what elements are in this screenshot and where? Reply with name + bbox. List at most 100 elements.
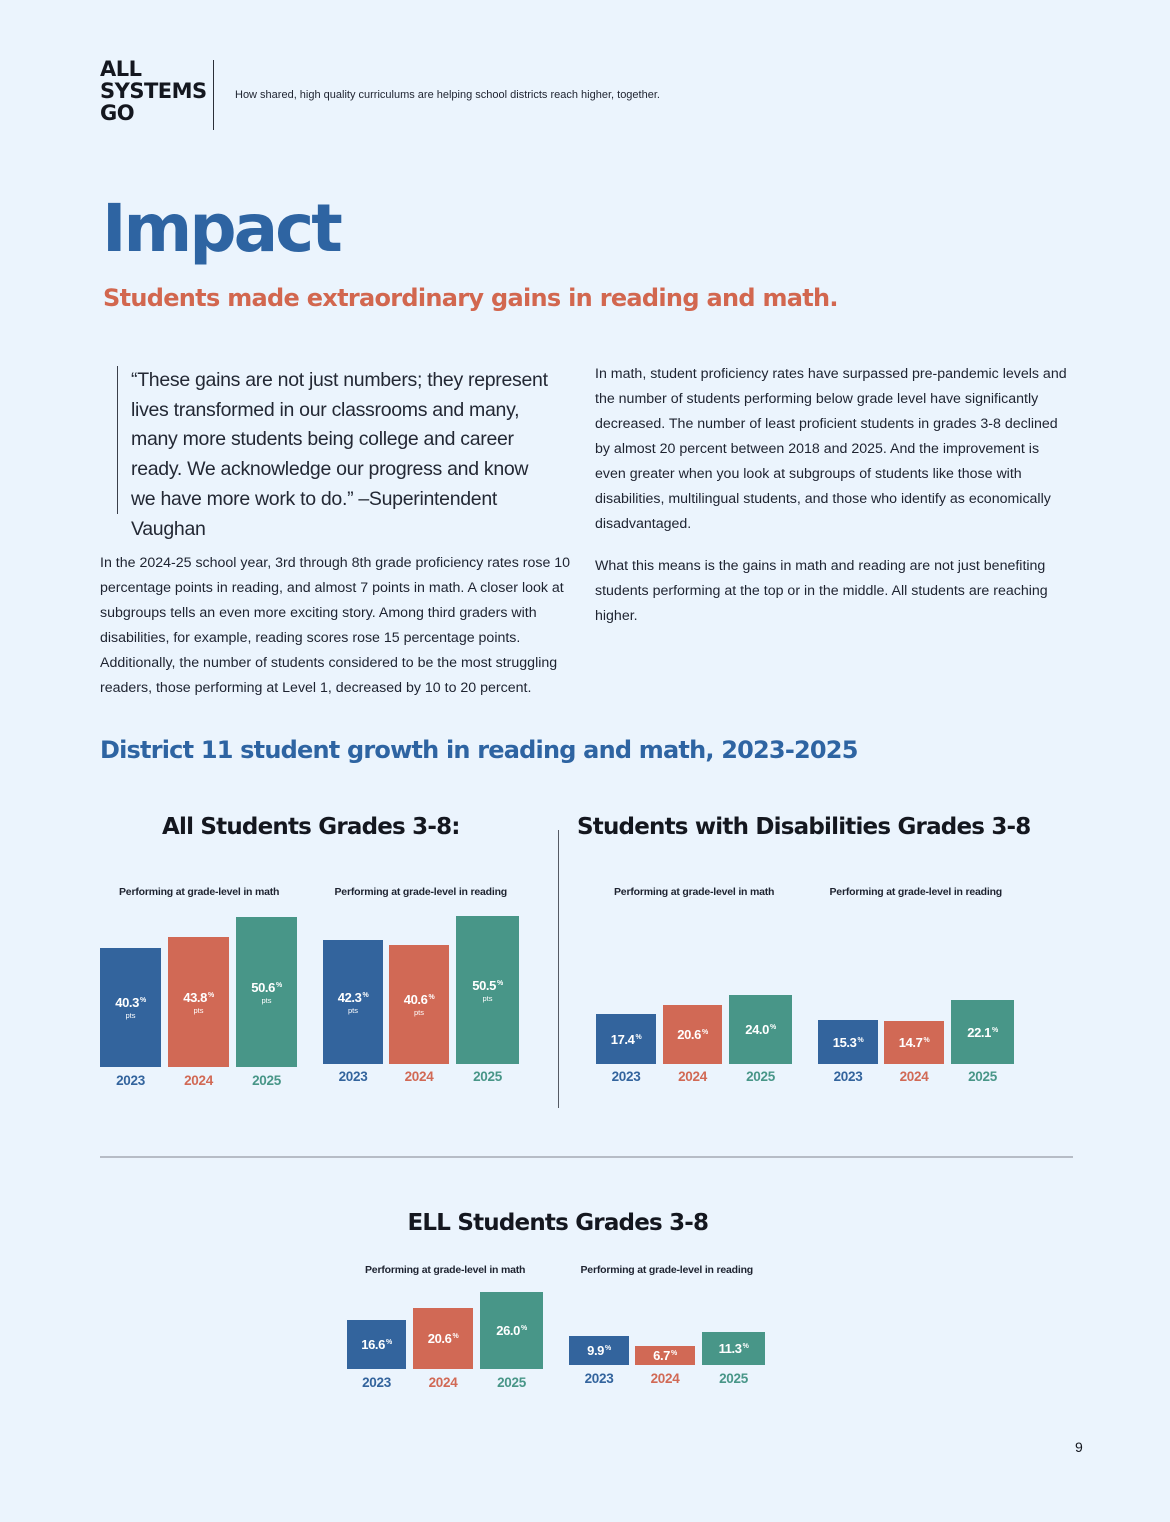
bar-value-label: 9.9% [587,1343,611,1358]
bar-value-label: 40.3% [115,995,146,1010]
bar-unit-label: pts [261,995,272,1005]
percent-sign: % [991,1026,998,1034]
logo-line-2: SYSTEMS [100,79,207,103]
bar-2023: 42.3% pts [323,940,383,1064]
bar-2023: 16.6% [347,1320,406,1369]
bar-value-label: 16.6% [361,1337,392,1352]
year-label-2023: 2023 [362,1375,391,1390]
year-label-2023: 2023 [611,1069,641,1084]
bar-value-label: 15.3% [832,1034,864,1050]
percent-sign: % [605,1345,611,1352]
chart-divider-horizontal [100,1156,1073,1158]
page-title: Impact [102,190,343,267]
percent-sign: % [635,1033,642,1041]
logo-line-1: ALL [100,57,142,81]
year-label-2023: 2023 [116,1073,145,1088]
pull-quote: “These gains are not just numbers; they … [117,366,557,540]
logo: ALL SYSTEMS GO [100,58,207,124]
bar-2024: 20.6% [413,1308,473,1369]
bar-2023: 15.3% [818,1020,878,1064]
bar-unit-label: pts [482,993,493,1003]
bar-2024: 6.7% [635,1346,695,1365]
year-label-2024: 2024 [184,1073,213,1088]
logo-line-3: GO [100,101,135,125]
bar-2024: 40.6% pts [389,945,449,1064]
chart-1-panel-2-label: Performing at grade-level in reading [334,886,508,898]
bar-value-label: 17.4% [610,1031,642,1047]
bar-unit-label: pts [193,1005,204,1015]
bar-2025: 24.0% [729,995,792,1064]
percent-sign: % [857,1036,864,1044]
header-divider [213,60,214,130]
percent-sign: % [701,1029,708,1036]
chart-title-1: All Students Grades 3-8: [162,814,461,840]
year-label-2024: 2024 [404,1069,434,1084]
percent-sign: % [452,1333,459,1340]
chart-1-panel-1-label: Performing at grade-level in math [119,886,280,898]
bar-value-label: 26.0% [496,1323,527,1338]
chart-divider-vertical [558,830,559,1108]
percent-sign: % [520,1325,527,1332]
chart-title-3: ELL Students Grades 3-8 [407,1210,710,1236]
paragraph-3: What this means is the gains in math and… [595,558,1048,624]
chart-2-panel-1-label: Performing at grade-level in math [614,886,775,898]
bar-2025: 50.5% pts [456,916,519,1064]
year-label-2025: 2025 [719,1371,748,1386]
percent-sign: % [139,997,146,1004]
page-number: 9 [1075,1439,1083,1455]
bar-2023: 9.9% [569,1336,629,1365]
page-subtitle: Students made extraordinary gains in rea… [103,284,839,312]
bar-value-label: 20.6% [427,1331,459,1346]
bar-2024: 14.7% [884,1021,944,1064]
bar-2024: 43.8% pts [168,937,229,1067]
bar-2025: 26.0% [480,1292,543,1369]
tagline: How shared, high quality curriculums are… [235,89,660,101]
bar-2023: 17.4% [596,1014,656,1064]
year-label-2024: 2024 [650,1371,680,1386]
bar-value-label: 24.0% [745,1022,776,1037]
bar-unit-label: pts [125,1011,136,1020]
chart-title-2: Students with Disabilities Grades 3-8 [577,814,1031,840]
percent-sign: % [362,991,369,999]
section-title: District 11 student growth in reading an… [100,736,858,764]
percent-sign: % [496,979,503,987]
bar-value-label: 43.8% [183,989,214,1005]
year-label-2024: 2024 [678,1069,707,1084]
percent-sign: % [207,991,214,999]
chart-3-panel-1-label: Performing at grade-level in math [365,1264,526,1276]
percent-sign: % [769,1024,776,1031]
year-label-2024: 2024 [428,1375,458,1390]
bar-value-label: 40.6% [403,992,435,1007]
bar-value-label: 6.7% [653,1348,677,1363]
bar-value-label: 50.6% [251,979,282,995]
chart-2-panel-2-label: Performing at grade-level in reading [829,886,1003,898]
percent-sign: % [671,1350,677,1357]
bar-value-label: 14.7% [898,1035,930,1050]
percent-sign: % [742,1343,749,1350]
year-label-2023: 2023 [584,1371,614,1386]
bar-2025: 50.6% pts [236,917,297,1067]
year-label-2025: 2025 [473,1069,502,1084]
bar-unit-label: pts [347,1005,358,1015]
percent-sign: % [428,994,435,1001]
bar-value-label: 50.5% [472,977,503,993]
year-label-2025: 2025 [746,1069,775,1084]
percent-sign: % [385,1339,392,1346]
bar-2024: 20.6% [663,1005,722,1064]
bar-2023: 40.3% pts [100,948,161,1067]
paragraph-1: In the 2024-25 school year, 3rd through … [100,555,571,696]
year-label-2025: 2025 [968,1069,997,1084]
paragraph-2: In math, student proficiency rates have … [595,366,1067,532]
percent-sign: % [923,1037,930,1044]
bar-unit-label: pts [413,1008,424,1017]
percent-sign: % [275,981,282,989]
bar-value-label: 42.3% [337,989,369,1005]
year-label-2025: 2025 [497,1375,526,1390]
bar-2025: 22.1% [951,1000,1014,1064]
year-label-2023: 2023 [338,1069,368,1084]
year-label-2023: 2023 [833,1069,863,1084]
bar-value-label: 22.1% [967,1024,998,1040]
chart-3-panel-2-label: Performing at grade-level in reading [580,1264,754,1276]
bar-value-label: 11.3% [718,1341,749,1356]
year-label-2025: 2025 [252,1073,281,1088]
